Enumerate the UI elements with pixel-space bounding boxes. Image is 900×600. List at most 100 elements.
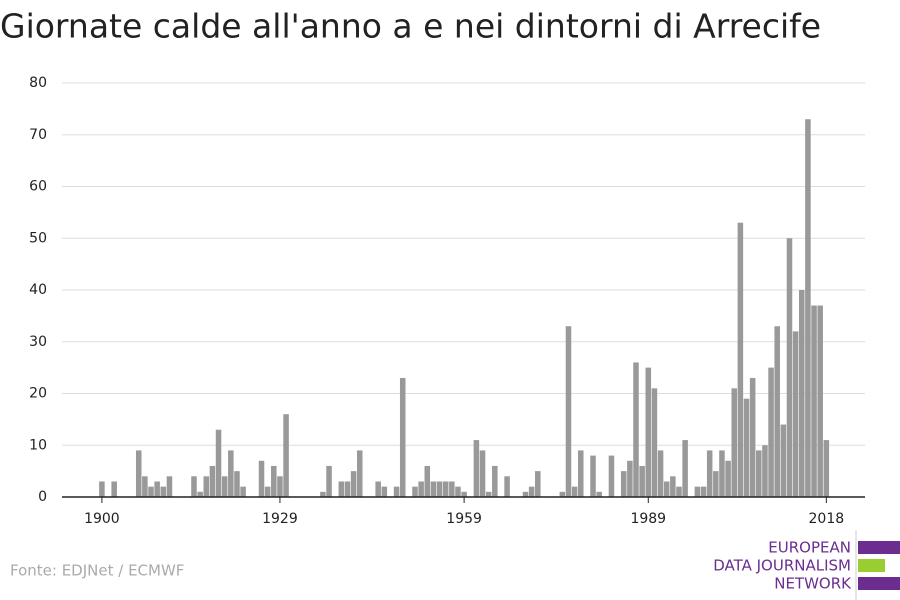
bar xyxy=(731,388,737,497)
bar xyxy=(749,377,756,497)
y-tick-label: 10 xyxy=(29,437,47,453)
bar xyxy=(326,465,332,497)
logo-bar xyxy=(858,541,900,554)
bar xyxy=(424,465,431,497)
bar xyxy=(633,362,639,497)
bar xyxy=(412,486,418,497)
bar xyxy=(203,476,210,497)
bar xyxy=(142,476,148,497)
bar xyxy=(743,398,750,497)
bar xyxy=(399,377,406,497)
bar xyxy=(221,476,228,497)
bar xyxy=(786,238,793,497)
bar xyxy=(455,486,461,497)
bar xyxy=(264,486,271,497)
bar xyxy=(565,326,572,497)
bar xyxy=(344,481,351,497)
logo-text: EUROPEAN xyxy=(768,539,851,557)
bar xyxy=(277,476,283,497)
bar xyxy=(320,491,326,497)
bar xyxy=(608,455,615,497)
bar xyxy=(191,476,197,497)
y-tick-label: 50 xyxy=(29,230,47,246)
bar xyxy=(111,481,117,497)
bar xyxy=(528,486,535,497)
bar xyxy=(154,481,160,497)
x-tick-label: 1900 xyxy=(84,511,120,527)
bar xyxy=(700,486,707,497)
bar xyxy=(522,491,529,497)
bar xyxy=(725,460,731,497)
chart-title: Giornate calde all'anno a e nei dintorni… xyxy=(0,7,821,46)
bar xyxy=(356,450,363,497)
bar xyxy=(135,450,142,497)
bar xyxy=(258,460,265,497)
bar xyxy=(762,445,768,497)
bar xyxy=(799,290,805,497)
bar xyxy=(706,450,713,497)
source: Fonte: EDJNet / ECMWF xyxy=(10,562,184,580)
bar xyxy=(492,465,498,497)
bar xyxy=(209,465,216,497)
y-tick-label: 60 xyxy=(29,179,47,195)
bar xyxy=(160,486,167,497)
bar xyxy=(657,450,664,497)
bar xyxy=(436,481,443,497)
bar xyxy=(737,222,744,497)
bar xyxy=(645,367,652,497)
bar xyxy=(240,486,246,497)
bar xyxy=(148,486,154,497)
logo-bar xyxy=(858,559,885,572)
y-tick-label: 30 xyxy=(29,334,47,350)
bar xyxy=(166,476,173,497)
bar xyxy=(682,440,688,497)
logo-text: NETWORK xyxy=(774,575,852,593)
y-tick-label: 0 xyxy=(38,489,47,505)
bar xyxy=(713,471,719,497)
bar xyxy=(756,450,762,497)
bar xyxy=(473,440,480,497)
bar xyxy=(651,388,658,497)
bar xyxy=(99,481,105,497)
logo-bar xyxy=(858,577,900,590)
bar xyxy=(228,450,234,497)
bar xyxy=(590,455,596,497)
bar xyxy=(461,491,467,497)
bar xyxy=(338,481,345,497)
bar xyxy=(571,486,578,497)
bar xyxy=(719,450,725,497)
x-tick-label: 2018 xyxy=(809,511,845,527)
bar xyxy=(485,491,492,497)
bar xyxy=(479,450,486,497)
bar xyxy=(375,481,381,497)
y-tick-label: 80 xyxy=(29,75,47,91)
y-tick-label: 70 xyxy=(29,127,47,143)
bar xyxy=(271,465,277,497)
bar xyxy=(215,429,222,497)
bar xyxy=(559,491,566,497)
bar xyxy=(639,465,645,497)
bar xyxy=(197,491,203,497)
bar xyxy=(805,119,811,497)
bar xyxy=(663,481,670,497)
bar xyxy=(823,440,830,497)
bar xyxy=(694,486,701,497)
bar xyxy=(234,471,240,497)
bar xyxy=(393,486,400,497)
bar xyxy=(350,471,357,497)
logo-text: DATA JOURNALISM xyxy=(713,557,851,575)
bar xyxy=(430,481,437,497)
bar xyxy=(283,414,289,497)
bar xyxy=(442,481,449,497)
bar xyxy=(768,367,774,497)
x-tick-label: 1959 xyxy=(446,511,482,527)
bar xyxy=(504,476,510,497)
bar xyxy=(418,481,424,497)
bar xyxy=(774,326,780,497)
x-tick-label: 1989 xyxy=(630,511,666,527)
bar xyxy=(577,450,584,497)
bar xyxy=(627,460,633,497)
bar xyxy=(596,491,602,497)
y-tick-label: 20 xyxy=(29,386,47,402)
